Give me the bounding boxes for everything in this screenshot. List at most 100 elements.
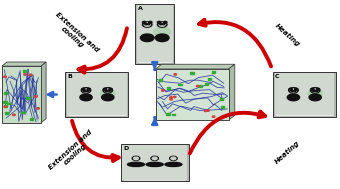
- Circle shape: [80, 94, 92, 101]
- Circle shape: [312, 89, 318, 92]
- Circle shape: [152, 157, 157, 160]
- Bar: [21, 112, 25, 113]
- Circle shape: [311, 88, 314, 90]
- Circle shape: [82, 88, 85, 90]
- Circle shape: [108, 91, 110, 92]
- FancyBboxPatch shape: [155, 69, 228, 120]
- Circle shape: [84, 91, 86, 92]
- Text: B: B: [68, 74, 73, 79]
- Circle shape: [207, 110, 209, 111]
- Bar: [3, 101, 6, 103]
- Bar: [30, 118, 33, 120]
- FancyBboxPatch shape: [121, 144, 189, 181]
- Circle shape: [157, 21, 161, 23]
- Circle shape: [204, 110, 207, 112]
- Circle shape: [34, 96, 37, 98]
- Circle shape: [144, 23, 150, 26]
- Circle shape: [170, 156, 177, 160]
- Circle shape: [174, 74, 176, 75]
- Circle shape: [171, 157, 176, 160]
- Bar: [208, 78, 211, 80]
- Circle shape: [164, 21, 167, 23]
- Circle shape: [142, 22, 152, 27]
- Circle shape: [170, 97, 172, 98]
- Circle shape: [310, 88, 320, 93]
- Bar: [26, 98, 30, 99]
- Text: Heating: Heating: [274, 139, 301, 165]
- Circle shape: [173, 96, 176, 98]
- Circle shape: [148, 24, 150, 25]
- Bar: [23, 70, 26, 72]
- Circle shape: [142, 21, 146, 23]
- FancyBboxPatch shape: [273, 72, 336, 117]
- Bar: [4, 92, 7, 94]
- Circle shape: [103, 88, 107, 90]
- Circle shape: [159, 23, 165, 26]
- Polygon shape: [228, 64, 235, 120]
- FancyArrowPatch shape: [79, 28, 127, 73]
- Bar: [221, 106, 224, 108]
- FancyBboxPatch shape: [137, 5, 173, 63]
- Bar: [205, 83, 208, 85]
- Circle shape: [287, 94, 300, 101]
- Bar: [7, 103, 11, 105]
- Circle shape: [87, 88, 90, 90]
- Polygon shape: [2, 62, 46, 66]
- Circle shape: [212, 116, 215, 117]
- Circle shape: [155, 34, 169, 42]
- FancyBboxPatch shape: [67, 73, 126, 116]
- Bar: [159, 79, 163, 81]
- FancyBboxPatch shape: [122, 145, 187, 180]
- Circle shape: [4, 106, 7, 108]
- Text: Extension and
cooling: Extension and cooling: [48, 129, 98, 176]
- Circle shape: [163, 24, 165, 25]
- Bar: [167, 87, 170, 89]
- Circle shape: [308, 89, 323, 98]
- Bar: [212, 71, 215, 73]
- Circle shape: [145, 24, 147, 25]
- Circle shape: [170, 99, 172, 100]
- Text: C: C: [275, 74, 280, 79]
- Polygon shape: [41, 62, 46, 123]
- Circle shape: [154, 27, 171, 37]
- Bar: [4, 105, 7, 107]
- Circle shape: [316, 88, 320, 90]
- Ellipse shape: [165, 162, 182, 167]
- Circle shape: [100, 89, 115, 98]
- Circle shape: [289, 88, 298, 93]
- Circle shape: [134, 157, 138, 160]
- Circle shape: [24, 74, 27, 75]
- Circle shape: [103, 88, 113, 93]
- Circle shape: [313, 91, 315, 92]
- Circle shape: [157, 22, 167, 27]
- Circle shape: [105, 89, 111, 92]
- Bar: [166, 113, 170, 115]
- Text: Extension and
cooling: Extension and cooling: [50, 12, 100, 58]
- Circle shape: [294, 88, 298, 90]
- Circle shape: [37, 108, 39, 109]
- Circle shape: [309, 94, 321, 101]
- Circle shape: [289, 88, 292, 90]
- FancyBboxPatch shape: [65, 72, 129, 117]
- Bar: [5, 112, 8, 114]
- Circle shape: [149, 21, 152, 23]
- Circle shape: [132, 156, 140, 160]
- Circle shape: [151, 156, 158, 160]
- Polygon shape: [155, 64, 235, 69]
- Circle shape: [29, 74, 32, 76]
- Circle shape: [81, 88, 91, 93]
- Bar: [199, 85, 202, 87]
- Circle shape: [109, 88, 112, 90]
- Circle shape: [13, 114, 15, 116]
- FancyArrowPatch shape: [72, 121, 119, 161]
- Circle shape: [294, 91, 296, 92]
- Circle shape: [197, 85, 199, 87]
- Bar: [220, 98, 223, 100]
- Circle shape: [291, 91, 293, 92]
- Circle shape: [316, 91, 318, 92]
- Text: Heating: Heating: [274, 22, 301, 48]
- Text: D: D: [123, 146, 128, 151]
- FancyArrowPatch shape: [190, 112, 265, 153]
- Bar: [178, 84, 182, 85]
- Ellipse shape: [146, 162, 163, 167]
